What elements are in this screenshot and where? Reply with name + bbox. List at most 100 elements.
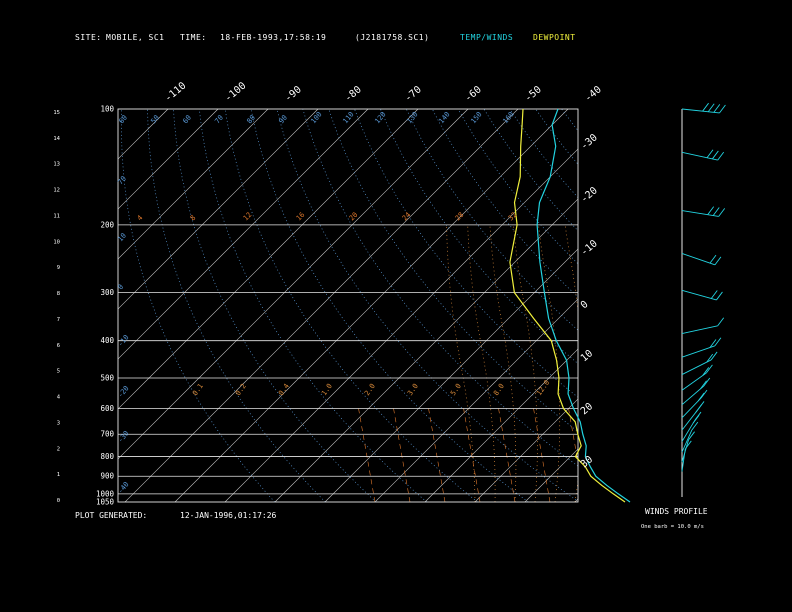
top-temperature-tick-label: -40	[583, 84, 604, 104]
height-tick-label: 1	[57, 472, 60, 478]
legend-dewpoint: DEWPOINT	[533, 33, 576, 42]
right-temperature-tick-label: 30	[579, 454, 595, 470]
wind-barb-flag	[718, 208, 726, 217]
dry-adiabat-line	[198, 109, 428, 502]
wind-barb-flag	[709, 339, 717, 348]
dry-adiabat-line	[405, 109, 578, 331]
dry-adiabat-label: 70	[213, 114, 225, 126]
wind-barb-flag	[700, 380, 707, 390]
wind-barb-shaft	[681, 385, 705, 405]
pressure-tick-label: 800	[100, 452, 114, 461]
wind-barb-flag	[719, 104, 726, 114]
dry-adiabat-label: 50	[149, 114, 161, 126]
height-tick-label: 10	[53, 239, 60, 245]
winds-profile-note: One barb = 10.0 m/s	[641, 524, 704, 530]
right-temperature-tick-label: -30	[579, 132, 600, 152]
wind-barb-flag	[684, 440, 692, 450]
wind-barb-shaft	[681, 372, 707, 391]
top-temperature-tick-label: -100	[223, 80, 249, 104]
wind-barb-flag	[714, 337, 722, 347]
generated-value: 12-JAN-1996,01:17:26	[180, 511, 277, 520]
wind-barb-flag	[711, 150, 719, 160]
pressure-tick-label: 900	[100, 472, 114, 481]
wind-barb-shaft	[681, 289, 717, 301]
moist-adiabat-line	[489, 224, 517, 502]
dry-adiabat-line	[354, 109, 578, 398]
isotherm-line	[524, 448, 578, 502]
mixing-ratio-label: 4	[136, 214, 145, 223]
wind-barb-flag	[700, 389, 708, 399]
dry-adiabat-label: 90	[277, 114, 289, 126]
plot-border	[117, 108, 579, 503]
moist-adiabat-line	[446, 224, 476, 502]
dry-adiabat-line	[457, 109, 578, 265]
top-temperature-tick-label: -50	[523, 84, 544, 104]
wind-barb-shaft	[681, 345, 716, 358]
right-temperature-tick-label: -20	[579, 185, 600, 205]
wind-barb-flag	[702, 367, 710, 376]
wind-barb-flag	[702, 102, 709, 112]
isotherm-line	[118, 109, 469, 460]
moist-adiabat-label: 2.0	[363, 382, 377, 397]
wind-barb-flag	[709, 254, 717, 264]
dry-adiabat-label: 80	[245, 114, 257, 126]
dry-adiabat-line	[483, 109, 578, 232]
wind-barb-flag	[706, 149, 714, 159]
mixing-ratio-line	[428, 408, 446, 502]
moist-adiabat-line	[538, 224, 561, 502]
height-tick-label: 13	[53, 162, 60, 168]
left-dry-adiabat-label: -10	[116, 333, 130, 348]
generated-label: PLOT GENERATED:	[75, 511, 148, 520]
wind-barb-flag	[706, 353, 714, 363]
dry-adiabat-label: 130	[405, 110, 419, 125]
pressure-tick-label: 100	[100, 105, 114, 114]
dry-adiabat-label: 60	[181, 114, 193, 126]
file-id: (J2181758.SC1)	[355, 33, 430, 42]
isotherm-line	[118, 109, 219, 210]
pressure-tick-label: 600	[100, 404, 114, 413]
height-tick-label: 6	[57, 343, 60, 349]
wind-barb-shaft	[681, 448, 686, 472]
wind-barb-shaft	[681, 210, 719, 217]
plot-area	[118, 109, 792, 502]
wind-barb-flag	[713, 104, 721, 113]
dry-adiabat-line	[639, 109, 792, 502]
mixing-ratio-line	[393, 408, 411, 502]
wind-barb-shaft	[681, 253, 716, 266]
moist-adiabat-label: 0.2	[234, 382, 248, 397]
right-temperature-tick-label: 0	[579, 299, 591, 311]
mixing-ratio-line	[498, 408, 516, 502]
pressure-tick-label: 300	[100, 288, 114, 297]
height-tick-label: 12	[53, 188, 60, 194]
wind-barb-shaft	[681, 397, 702, 419]
left-dry-adiabat-label: 0	[116, 283, 125, 291]
wind-barb-flag	[692, 414, 700, 424]
pressure-tick-label: 200	[100, 220, 114, 229]
dry-adiabat-label: 140	[437, 110, 451, 125]
moist-adiabat-label: 5.0	[449, 382, 463, 397]
moist-adiabat-label: 3.0	[406, 382, 420, 397]
height-tick-label: 8	[57, 291, 60, 297]
mixing-ratio-line	[358, 408, 376, 502]
wind-barb-flag	[712, 207, 720, 216]
top-temperature-tick-label: -80	[343, 84, 364, 104]
mixing-ratio-label: 32	[507, 211, 519, 223]
chart-grid	[117, 108, 792, 503]
pressure-tick-label: 400	[100, 336, 114, 345]
isotherm-line	[118, 109, 369, 360]
dry-adiabat-label: 120	[373, 110, 387, 125]
height-tick-label: 2	[57, 446, 60, 452]
isotherm-line	[374, 298, 578, 502]
dry-adiabat-line	[250, 109, 529, 502]
left-dry-adiabat-label: -20	[116, 384, 130, 399]
isotherm-line	[118, 109, 169, 160]
dry-adiabat-line	[561, 109, 578, 132]
wind-barb-flag	[710, 351, 718, 361]
dry-adiabat-line	[431, 109, 578, 298]
left-dry-adiabat-label: -40	[116, 480, 130, 495]
isotherm-line	[324, 248, 578, 502]
wind-barb-shaft	[681, 409, 699, 431]
right-temperature-tick-label: 10	[579, 348, 595, 364]
top-temperature-tick-label: -70	[403, 84, 424, 104]
top-temperature-tick-label: -110	[163, 80, 189, 104]
